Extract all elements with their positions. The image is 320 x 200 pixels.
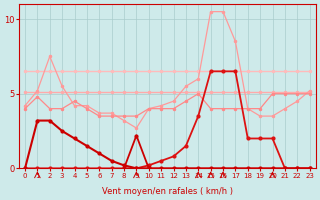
X-axis label: Vent moyen/en rafales ( km/h ): Vent moyen/en rafales ( km/h ) (102, 187, 233, 196)
